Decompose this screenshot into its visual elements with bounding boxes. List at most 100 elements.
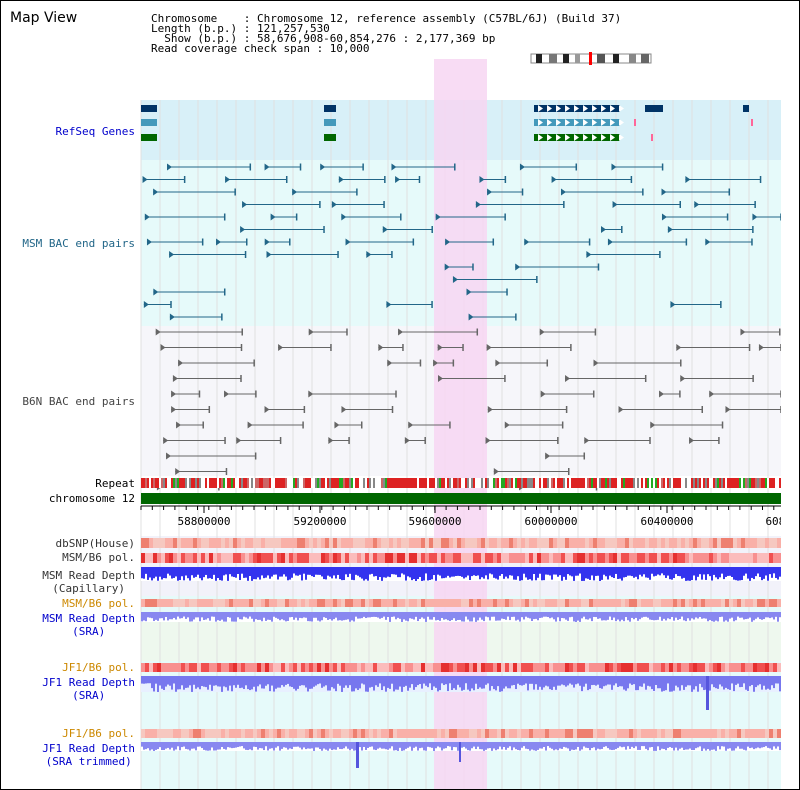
depth-bar	[261, 567, 263, 576]
b6n-bac-pair-end	[308, 328, 314, 336]
repeat-tick	[235, 478, 237, 488]
polymorphism-cell	[169, 599, 173, 607]
depth-bar	[321, 567, 323, 577]
polymorphism-cell	[765, 553, 769, 563]
gene-exon-arrow	[556, 134, 561, 141]
depth-bar	[357, 612, 359, 619]
polymorphism-cell	[197, 538, 201, 548]
polymorphism-cell	[597, 538, 601, 548]
depth-spike	[706, 676, 709, 710]
repeat-tick	[543, 478, 545, 488]
polymorphism-cell	[313, 599, 317, 607]
depth-bar	[429, 742, 431, 748]
depth-bar	[243, 567, 245, 578]
depth-bar	[451, 676, 453, 691]
depth-bar	[321, 676, 323, 688]
depth-bar	[157, 567, 159, 581]
depth-bar	[355, 612, 357, 617]
polymorphism-cell	[461, 729, 465, 738]
depth-bar	[363, 676, 365, 685]
polymorphism-cell	[621, 553, 625, 563]
polymorphism-cell	[393, 663, 397, 672]
depth-bar	[663, 676, 665, 691]
polymorphism-cell	[609, 599, 613, 607]
depth-bar	[717, 676, 719, 689]
repeat-tick	[615, 478, 617, 488]
track-label-b6n-bac[interactable]: B6N BAC end pairs	[22, 395, 135, 408]
track-label-refseq[interactable]: RefSeq Genes	[55, 125, 135, 138]
depth-bar	[177, 676, 179, 690]
depth-bar	[223, 612, 225, 622]
depth-bar	[413, 567, 415, 580]
b6n-bac-pair-end	[171, 390, 177, 398]
depth-bar	[567, 567, 569, 575]
repeat-tick	[769, 478, 771, 488]
depth-bar	[437, 742, 439, 747]
depth-bar	[663, 567, 665, 576]
depth-bar	[215, 612, 217, 622]
polymorphism-cell	[645, 538, 649, 548]
depth-bar	[423, 612, 425, 619]
depth-bar	[421, 612, 423, 618]
depth-bar	[571, 676, 573, 685]
depth-bar	[271, 612, 273, 622]
depth-bar	[437, 676, 439, 692]
depth-bar	[263, 676, 265, 689]
polymorphism-cell	[701, 538, 705, 548]
polymorphism-cell	[249, 663, 253, 672]
polymorphism-cell	[253, 599, 257, 607]
polymorphism-cell	[397, 538, 401, 548]
depth-bar	[375, 742, 377, 751]
polymorphism-cell	[493, 729, 497, 738]
repeat-tick	[271, 478, 273, 488]
depth-bar	[579, 676, 581, 686]
polymorphism-cell	[745, 599, 749, 607]
depth-bar	[325, 612, 327, 618]
polymorphism-cell	[693, 553, 697, 563]
depth-bar	[527, 742, 529, 750]
depth-bar	[211, 742, 213, 748]
polymorphism-cell	[649, 663, 653, 672]
track-label-msm-bac[interactable]: MSM BAC end pairs	[22, 237, 135, 250]
depth-bar	[387, 612, 389, 618]
polymorphism-cell	[589, 729, 593, 738]
polymorphism-cell	[445, 663, 449, 672]
depth-bar	[471, 612, 473, 622]
depth-bar	[737, 567, 739, 581]
msm-bac-pair-end	[292, 188, 298, 196]
depth-bar	[303, 567, 305, 574]
depth-bar	[763, 567, 765, 579]
polymorphism-cell	[537, 599, 541, 607]
polymorphism-cell	[509, 538, 513, 548]
polymorphism-cell	[705, 538, 709, 548]
depth-bar	[367, 676, 369, 692]
polymorphism-cell	[717, 599, 721, 607]
polymorphism-cell	[517, 663, 521, 672]
polymorphism-cell	[389, 729, 393, 738]
repeat-tick	[721, 478, 723, 488]
depth-bar	[251, 676, 253, 690]
depth-bar	[505, 676, 507, 687]
polymorphism-cell	[609, 729, 613, 738]
depth-bar	[633, 742, 635, 749]
polymorphism-cell	[329, 729, 333, 738]
repeat-tick	[529, 478, 531, 488]
polymorphism-cell	[625, 553, 629, 563]
depth-bar	[553, 612, 555, 620]
polymorphism-cell	[349, 663, 353, 672]
depth-bar	[267, 612, 269, 620]
depth-bar	[631, 567, 633, 577]
polymorphism-cell	[601, 599, 605, 607]
depth-bar	[185, 567, 187, 576]
polymorphism-cell	[581, 538, 585, 548]
depth-bar	[397, 676, 399, 690]
polymorphism-cell	[721, 538, 725, 548]
depth-bar	[489, 567, 491, 574]
depth-bar	[589, 612, 591, 619]
depth-bar	[721, 567, 723, 574]
depth-bar	[731, 567, 733, 577]
depth-bar	[623, 567, 625, 578]
polymorphism-cell	[149, 553, 153, 563]
depth-bar	[319, 567, 321, 575]
